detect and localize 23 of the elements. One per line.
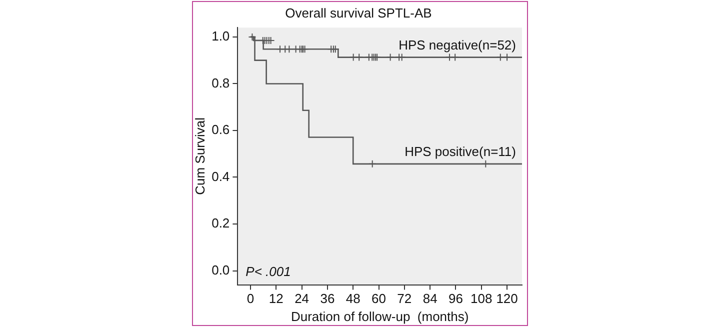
series-label: HPS negative(n=52) bbox=[398, 37, 516, 52]
x-tick-label: 84 bbox=[422, 291, 438, 306]
x-tick-label: 36 bbox=[320, 291, 335, 306]
y-tick-label: 0.6 bbox=[212, 122, 230, 138]
x-tick-label: 60 bbox=[372, 291, 386, 306]
y-tick-label: 1.0 bbox=[212, 28, 230, 44]
x-tick-label: 72 bbox=[397, 291, 412, 306]
x-tick-label: 12 bbox=[268, 291, 284, 306]
x-tick-label: 120 bbox=[496, 291, 518, 306]
x-tick-label: 0 bbox=[246, 291, 254, 306]
annotation: P< .001 bbox=[246, 264, 291, 279]
y-axis-title: Cum Survival bbox=[192, 117, 208, 195]
y-tick-label: 0.2 bbox=[212, 216, 230, 231]
x-tick-label: 96 bbox=[448, 291, 463, 306]
y-tick-label: 0.0 bbox=[212, 262, 230, 278]
x-tick-label: 24 bbox=[294, 291, 310, 306]
chart-title: Overall survival SPTL-AB bbox=[285, 5, 432, 20]
y-tick-label: 0.8 bbox=[212, 75, 230, 90]
x-tick-label: 48 bbox=[346, 291, 360, 306]
series-label: HPS positive(n=11) bbox=[404, 144, 516, 159]
y-tick-label: 0.4 bbox=[212, 168, 230, 184]
x-axis-title: Duration of follow-up (months) bbox=[290, 308, 469, 324]
x-tick-label: 108 bbox=[470, 291, 492, 306]
